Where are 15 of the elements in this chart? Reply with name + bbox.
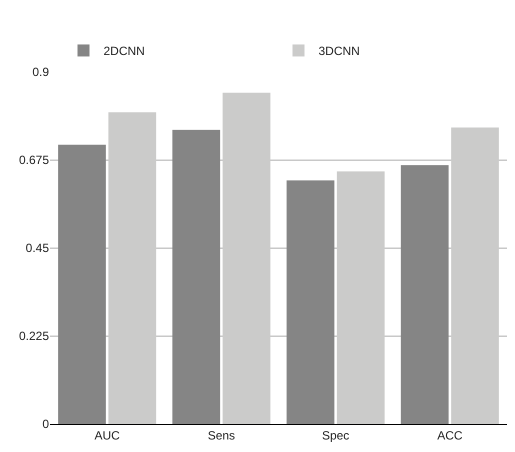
x-tick-label: ACC (437, 428, 463, 442)
x-tick-label: AUC (94, 428, 120, 442)
legend-label: 2DCNN (104, 44, 145, 58)
y-tick-label: 0.675 (18, 153, 50, 168)
y-tick-label: 0.225 (18, 329, 50, 344)
bar (58, 144, 106, 424)
bar (172, 130, 220, 424)
y-tick-label: 0.45 (26, 241, 50, 256)
x-tick-label: Sens (208, 428, 236, 442)
bar (400, 165, 449, 424)
y-tick-label: 0 (42, 417, 50, 432)
bar (286, 180, 334, 424)
x-tick-label: Spec (322, 428, 350, 442)
legend-label: 3DCNN (318, 44, 360, 58)
y-tick-label: 0.9 (32, 65, 50, 80)
